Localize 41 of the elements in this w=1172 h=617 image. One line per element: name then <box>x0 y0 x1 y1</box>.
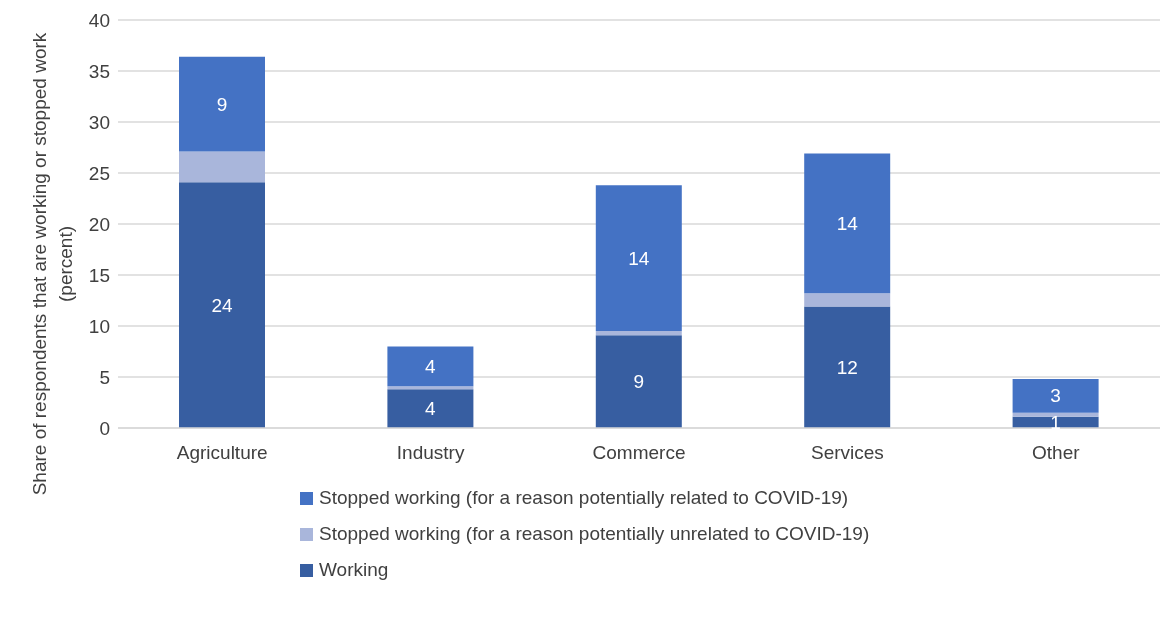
x-tick-label: Industry <box>396 442 465 464</box>
bar <box>179 182 265 428</box>
bar <box>595 335 682 428</box>
y-tick-label: 35 <box>88 60 110 82</box>
y-axis-title: Share of respondents that are working or stopped work (percent) <box>28 31 77 498</box>
bar <box>804 293 891 307</box>
data-label: 4 <box>425 355 437 377</box>
bar <box>804 306 891 428</box>
legend-label: Stopped working (for a reason potentially unrelated to COVID-19) <box>319 523 870 545</box>
data-label: 4 <box>425 398 437 420</box>
x-tick-label: Services <box>810 442 884 464</box>
bar <box>804 153 891 294</box>
y-tick-label: 20 <box>88 213 110 235</box>
y-tick-label: 40 <box>88 9 110 31</box>
y-tick-label: 10 <box>88 315 110 337</box>
data-label: 14 <box>628 247 650 269</box>
data-label: 9 <box>216 93 228 115</box>
bar <box>387 386 474 390</box>
data-label: 24 <box>211 294 233 316</box>
legend-label: Stopped working (for a reason potentially related to COVID-19) <box>319 487 849 509</box>
y-tick-label: 15 <box>88 264 110 286</box>
bar <box>179 56 265 152</box>
bar <box>179 151 265 183</box>
bar <box>595 331 682 336</box>
legend-label: Working <box>319 559 389 581</box>
bar <box>595 185 682 332</box>
data-label: 3 <box>1050 385 1061 407</box>
y-tick-label: 5 <box>99 366 110 388</box>
bar <box>387 346 474 387</box>
data-label: 9 <box>633 371 645 393</box>
x-tick-label: Commerce <box>592 442 686 464</box>
x-tick-label: Agriculture <box>176 442 268 464</box>
data-label: 14 <box>836 212 859 234</box>
y-tick-label: 30 <box>88 111 110 133</box>
x-tick-label: Other <box>1032 442 1081 464</box>
bar <box>387 389 474 428</box>
data-label: 12 <box>836 356 858 378</box>
y-tick-label: 25 <box>88 162 110 184</box>
y-tick-label: 0 <box>99 417 110 439</box>
bar <box>1012 412 1099 417</box>
bar <box>1012 379 1099 413</box>
